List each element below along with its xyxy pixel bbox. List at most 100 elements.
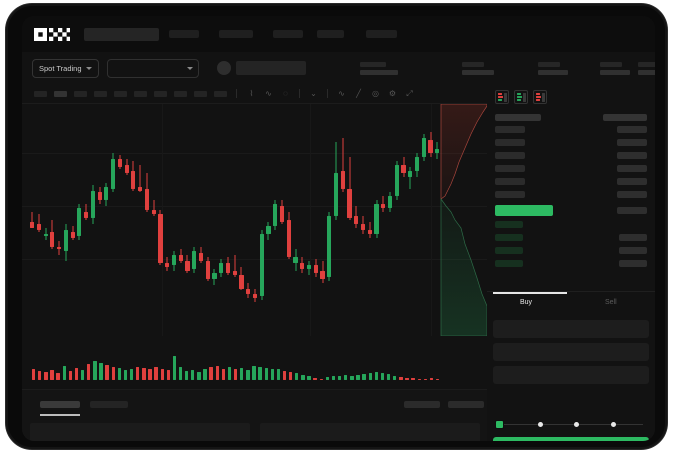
tf-30m[interactable]: [94, 90, 107, 97]
candle: [273, 104, 278, 336]
candle: [97, 104, 102, 336]
stat-value: [638, 70, 655, 75]
orderbook-mode-both[interactable]: [495, 90, 509, 104]
candle-body: [90, 190, 95, 218]
tf-4h[interactable]: [134, 90, 147, 97]
tf-1m[interactable]: [34, 90, 47, 97]
tf-15m[interactable]: [74, 90, 87, 97]
screenshot-icon[interactable]: ◎: [372, 88, 379, 98]
candle-body: [273, 204, 278, 226]
orderbook-ask-amount: [617, 152, 647, 159]
candle: [225, 104, 231, 336]
volume-bar: [319, 378, 323, 380]
compare-icon[interactable]: ◌: [283, 88, 288, 98]
candle: [421, 104, 426, 336]
tf-more[interactable]: [214, 90, 227, 97]
candle-body: [43, 233, 48, 236]
slider-stop-50[interactable]: [574, 422, 579, 427]
orderbook-bid-row[interactable]: [495, 221, 523, 228]
orderbook-list[interactable]: [487, 110, 655, 300]
candle-body: [374, 204, 379, 234]
pair-select[interactable]: [106, 58, 199, 78]
volume-bar: [117, 368, 122, 380]
orderbook-ask-row[interactable]: [495, 139, 525, 146]
volume-bar: [99, 362, 103, 380]
orderbook-mode-bids[interactable]: [514, 90, 528, 104]
drawing-tools-icon[interactable]: ╱: [356, 88, 361, 98]
candle-body: [293, 257, 298, 264]
volume-bar: [203, 368, 207, 380]
candle-body: [320, 270, 325, 279]
volume-bar: [80, 370, 85, 380]
tf-1w[interactable]: [174, 90, 187, 97]
slider-stop-25[interactable]: [538, 422, 543, 427]
volume-bar: [337, 375, 342, 380]
price-chart[interactable]: [22, 104, 487, 336]
slider-stop-75[interactable]: [611, 422, 616, 427]
amount-percent-slider[interactable]: [495, 420, 647, 429]
okx-logo[interactable]: [34, 27, 70, 41]
nav-item-earn[interactable]: [273, 30, 303, 38]
orderbook-bid-row[interactable]: [495, 234, 523, 241]
tf-1M[interactable]: [194, 90, 207, 97]
bottom-action-2[interactable]: [448, 401, 484, 408]
candle-wick: [153, 200, 155, 216]
current-price-amount: [617, 207, 647, 214]
candle: [70, 104, 75, 336]
fullscreen-icon[interactable]: ⤢: [406, 88, 413, 98]
volume-bar: [405, 377, 409, 380]
nav-item-more[interactable]: [366, 30, 397, 38]
chart-settings-chevron-icon[interactable]: ⌄: [310, 88, 317, 98]
orderbook-ask-row[interactable]: [495, 152, 525, 159]
candle-body: [300, 263, 305, 269]
buy-submit-button[interactable]: [493, 437, 649, 441]
orderbook-ask-row[interactable]: [495, 126, 525, 133]
tab-sell[interactable]: Sell: [605, 299, 617, 306]
candle: [36, 104, 41, 336]
tf-1d[interactable]: [154, 90, 167, 97]
candlestick-type-icon[interactable]: ⌇: [249, 88, 254, 98]
orderbook-ask-row[interactable]: [495, 178, 525, 185]
volume-bar: [435, 378, 440, 380]
active-tab-underline: [40, 414, 80, 416]
tab-open-orders[interactable]: [40, 401, 80, 408]
indicators-icon[interactable]: ∿: [265, 88, 272, 98]
orderbook-bid-row[interactable]: [495, 247, 523, 254]
candle: [381, 104, 386, 336]
orderbook-ask-row[interactable]: [495, 165, 525, 172]
volume-bar: [252, 366, 256, 380]
trading-mode-selector[interactable]: Spot Trading: [32, 58, 99, 78]
volume-bar: [74, 368, 79, 380]
candle-body: [205, 261, 210, 279]
toolbar-divider: [327, 89, 328, 98]
tab-order-history[interactable]: [90, 401, 128, 408]
amount-input[interactable]: [493, 343, 649, 361]
toolbar-divider: [236, 89, 237, 98]
orderbook-ask-row[interactable]: [495, 191, 525, 198]
stat-24h-low: [600, 62, 630, 75]
price-input[interactable]: [493, 320, 649, 338]
slider-handle[interactable]: [495, 420, 504, 429]
candle-wick: [369, 221, 371, 238]
tab-buy[interactable]: Buy: [520, 299, 533, 306]
candle: [77, 104, 82, 336]
candle-body: [354, 216, 359, 224]
line-chart-icon[interactable]: ∿: [338, 88, 345, 98]
candle: [279, 104, 285, 336]
nav-item-trade[interactable]: [169, 30, 199, 38]
nav-item-wallet[interactable]: [317, 30, 344, 38]
bottom-action-1[interactable]: [404, 401, 440, 408]
orderbook-mode-asks[interactable]: [533, 90, 547, 104]
search-input[interactable]: [84, 27, 159, 41]
nav-item-markets[interactable]: [219, 30, 253, 38]
candle: [124, 104, 129, 336]
orderbook-ask-amount: [617, 139, 647, 146]
total-input[interactable]: [493, 366, 649, 384]
candle: [57, 104, 62, 336]
tf-1h[interactable]: [114, 90, 127, 97]
orderbook-bid-row[interactable]: [495, 260, 523, 267]
candle: [327, 104, 332, 336]
settings-gear-icon[interactable]: ⚙: [388, 88, 397, 98]
tf-5m[interactable]: [54, 90, 67, 97]
orderbook-ask-amount: [617, 126, 647, 133]
